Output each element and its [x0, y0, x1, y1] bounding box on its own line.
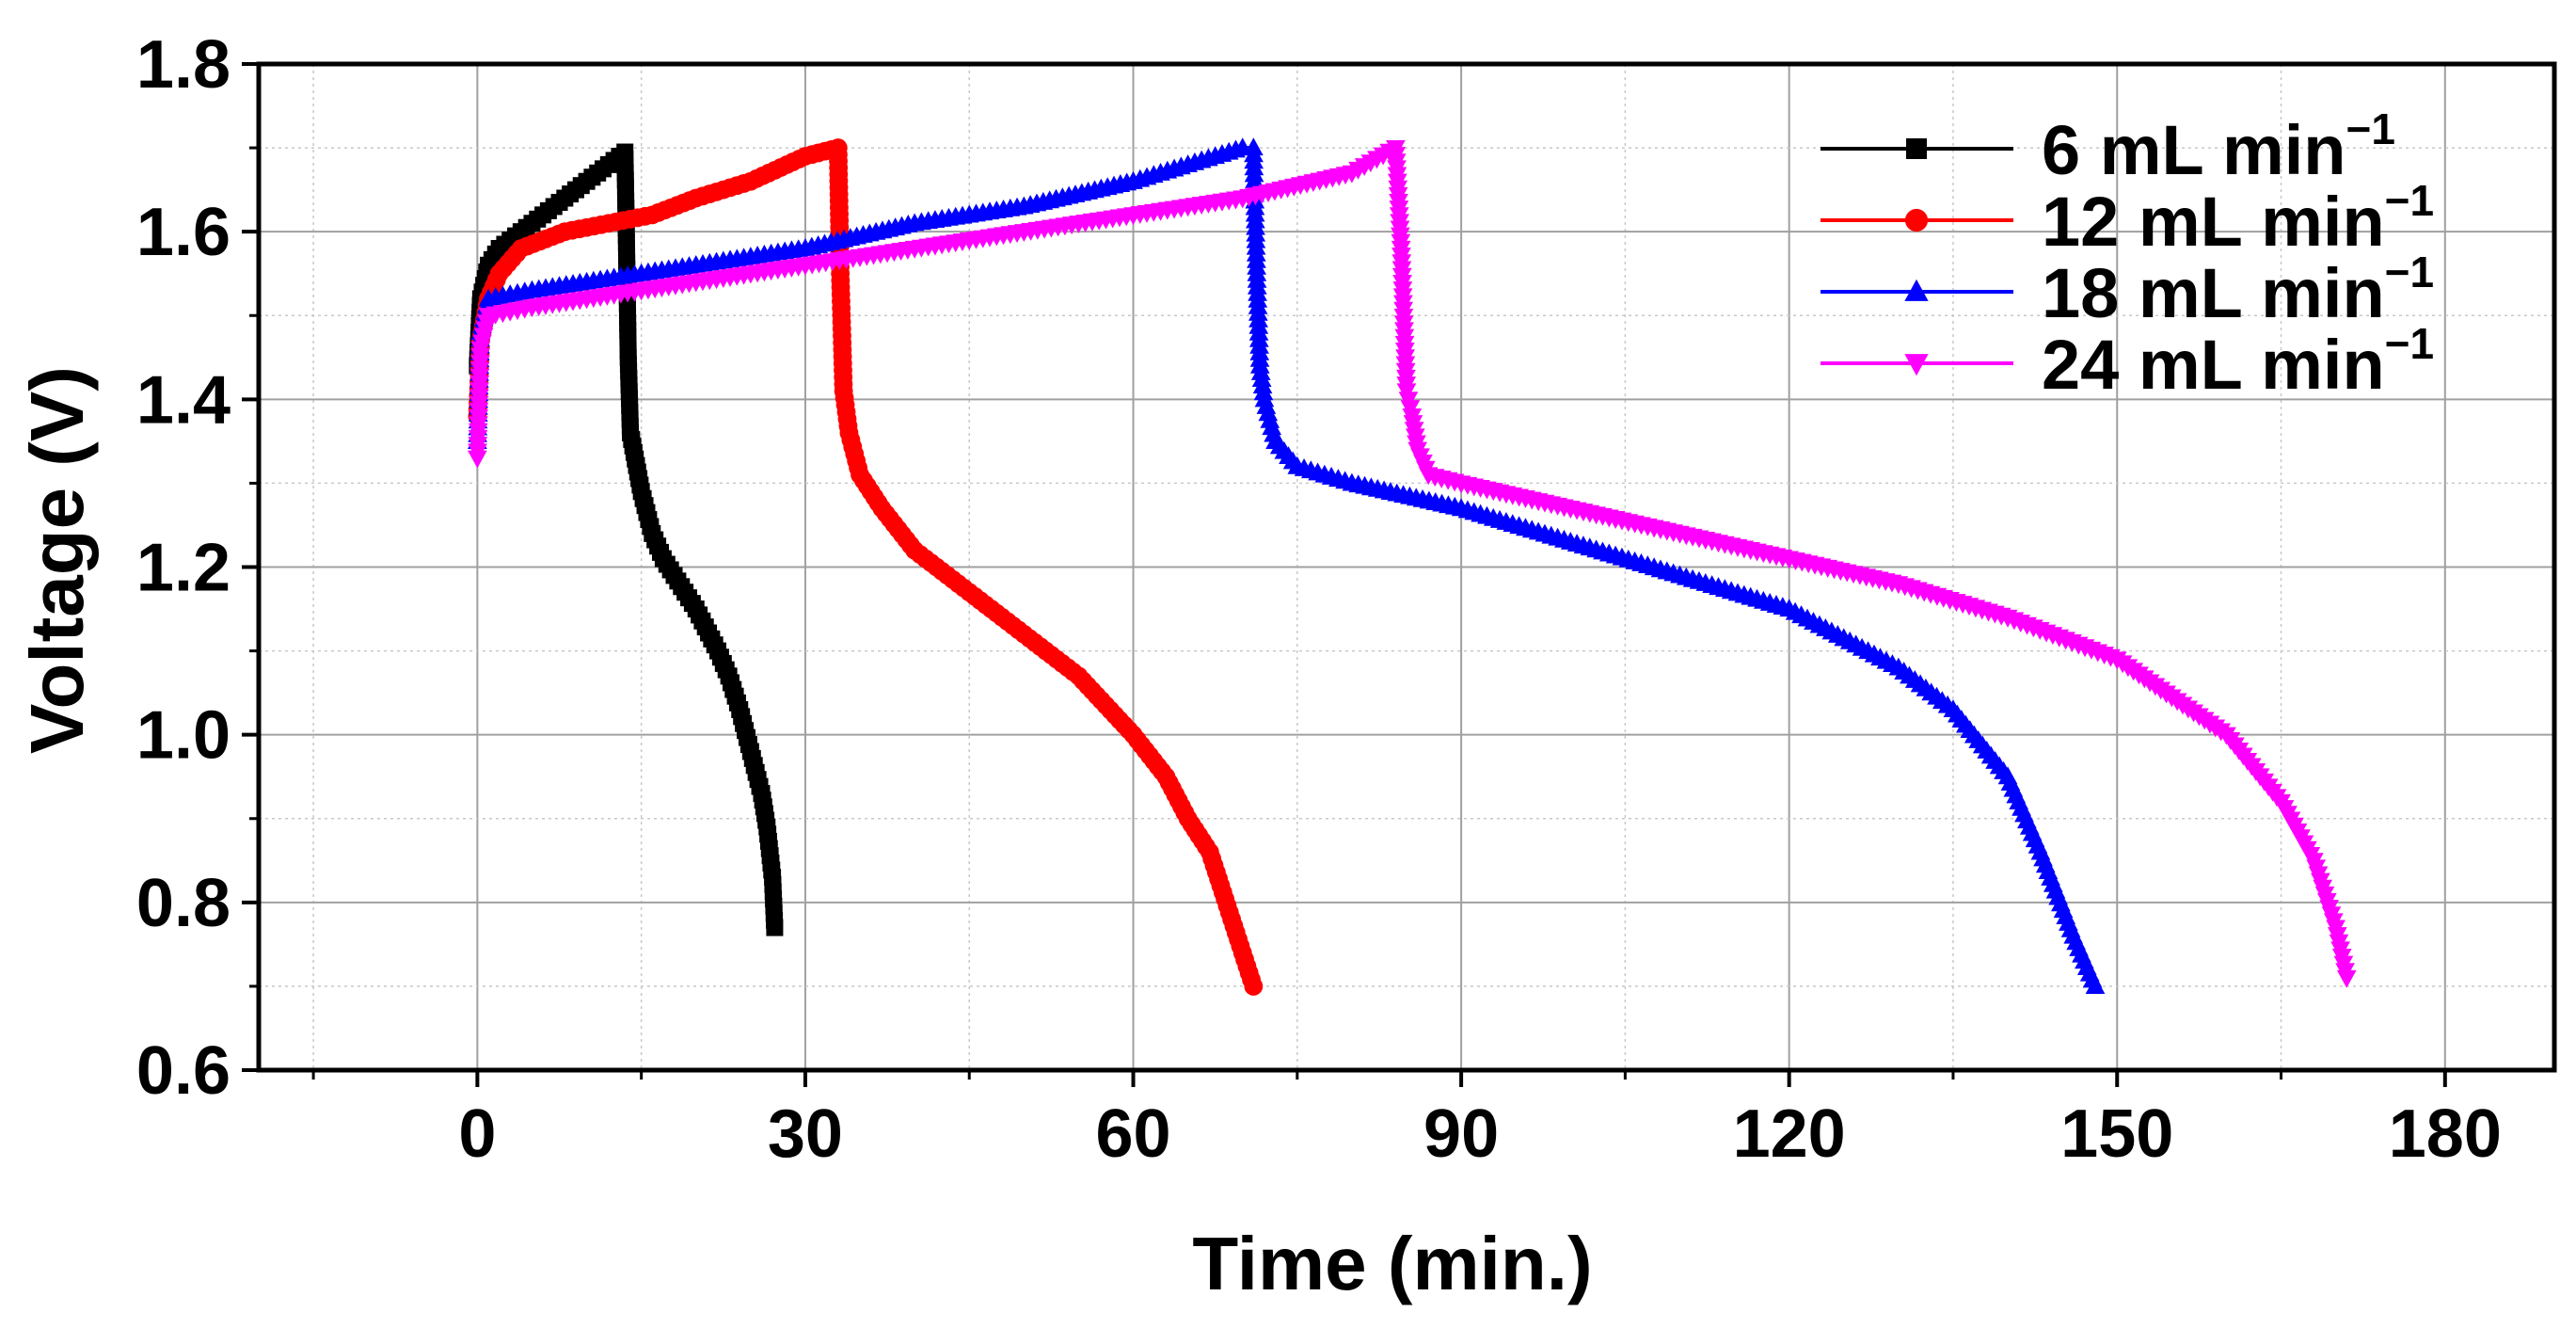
y-tick-label: 1.8	[136, 27, 231, 103]
y-axis-title: Voltage (V)	[15, 366, 99, 754]
x-tick-label: 90	[1423, 1096, 1499, 1172]
legend-entry-3: 18 mL min−1	[1821, 248, 2434, 332]
x-tick-label: 120	[1733, 1096, 1846, 1172]
x-tick-label: 30	[768, 1096, 843, 1172]
legend-marker	[1904, 354, 1929, 376]
legend-label-exponent: −1	[2346, 104, 2395, 153]
legend-label-text: 18 mL min	[2042, 254, 2385, 332]
x-tick-label: 60	[1095, 1096, 1170, 1172]
x-axis-title: Time (min.)	[1192, 1222, 1592, 1305]
y-tick-label: 0.8	[136, 866, 231, 941]
data-point	[1244, 977, 1264, 996]
legend-label-exponent: −1	[2385, 176, 2434, 225]
series-layer	[468, 137, 2357, 996]
legend-label: 18 mL min−1	[2042, 248, 2434, 332]
legend-entry-4: 24 mL min−1	[1821, 319, 2434, 404]
x-tick-label: 180	[2389, 1096, 2502, 1172]
legend-label-exponent: −1	[2385, 248, 2434, 296]
series-3	[468, 137, 2106, 995]
y-tick-label: 1.2	[136, 531, 231, 606]
legend: 6 mL min−112 mL min−118 mL min−124 mL mi…	[1821, 104, 2434, 404]
y-tick-label: 1.6	[136, 195, 231, 270]
x-tick-label: 0	[458, 1096, 496, 1172]
legend-entry-2: 12 mL min−1	[1821, 176, 2434, 261]
series-4	[468, 139, 2357, 988]
legend-label-text: 12 mL min	[2042, 183, 2385, 261]
x-tick-label: 150	[2060, 1096, 2173, 1172]
legend-label: 12 mL min−1	[2042, 176, 2434, 261]
legend-marker	[1906, 138, 1927, 159]
y-tick-label: 1.0	[136, 698, 231, 774]
axis-layer: 0 30 60 90 120 150 180 0.6 0.8 1.0 1.2 1.4 1.6 1.8	[136, 27, 2557, 1172]
y-tick-label: 1.4	[136, 362, 231, 438]
legend-marker	[1904, 279, 1929, 301]
grid-layer	[259, 64, 2554, 1070]
legend-label-text: 24 mL min	[2042, 326, 2385, 404]
y-tick-label: 0.6	[136, 1033, 231, 1109]
data-point	[2336, 969, 2357, 988]
legend-label-text: 6 mL min	[2042, 111, 2346, 189]
legend-entry-1: 6 mL min−1	[1821, 104, 2395, 189]
legend-label: 24 mL min−1	[2042, 319, 2434, 404]
data-point	[766, 919, 784, 936]
legend-label: 6 mL min−1	[2042, 104, 2395, 189]
data-point	[2085, 976, 2106, 995]
legend-label-exponent: −1	[2385, 319, 2434, 368]
legend-marker	[1904, 208, 1929, 232]
